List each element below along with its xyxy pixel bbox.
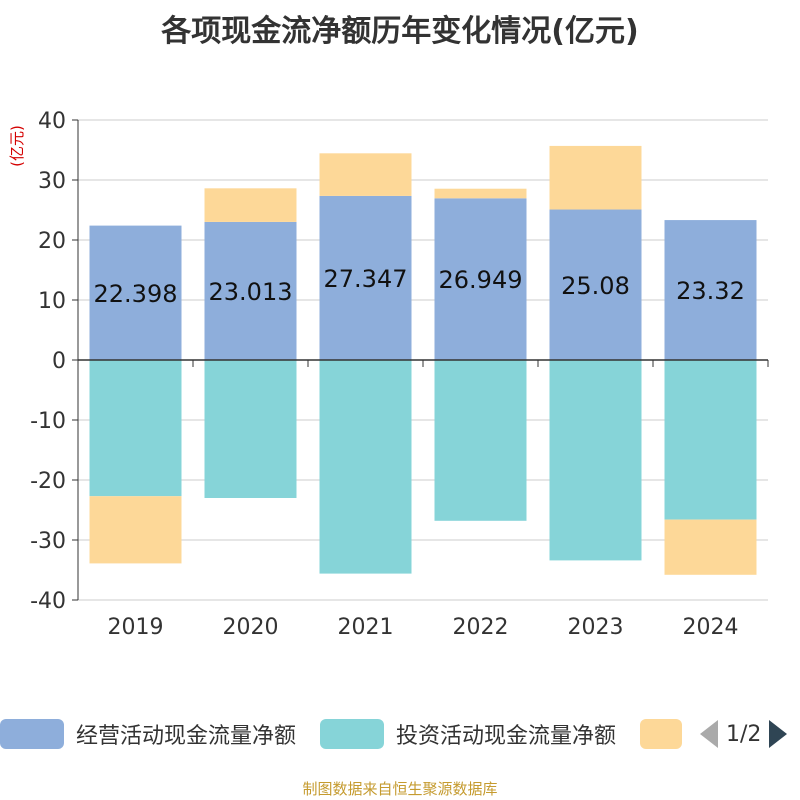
bar-2-2019[interactable] (89, 360, 182, 497)
x-tick-label: 2024 (683, 615, 739, 640)
data-label: 23.32 (676, 277, 745, 305)
x-tick-label: 2022 (453, 615, 509, 640)
bar-3-2024[interactable] (664, 519, 757, 575)
y-tick-label: 0 (52, 349, 66, 374)
x-tick-label: 2019 (108, 615, 164, 640)
bar-2-2022[interactable] (434, 360, 527, 521)
legend-item-third[interactable] (640, 716, 694, 752)
legend-item-operating[interactable]: 经营活动现金流量净额 (0, 716, 296, 752)
legend-label-operating: 经营活动现金流量净额 (76, 724, 297, 749)
data-label: 26.949 (439, 266, 523, 294)
y-tick-label: -40 (30, 589, 66, 614)
chart-title: 各项现金流净额历年变化情况(亿元) (161, 14, 639, 49)
bar-2-2020[interactable] (204, 360, 297, 498)
y-tick-label: -30 (30, 529, 66, 554)
bar-1-2022[interactable] (434, 198, 527, 360)
data-label: 23.013 (209, 278, 293, 306)
source-note: 制图数据来自恒生聚源数据库 (302, 780, 498, 798)
y-tick-label: -20 (30, 469, 66, 494)
data-label: 25.08 (561, 272, 630, 300)
bar-2-2021[interactable] (319, 360, 412, 574)
x-tick-label: 2020 (223, 615, 279, 640)
bar-1-2023[interactable] (549, 209, 642, 360)
bar-1-2021[interactable] (319, 195, 412, 360)
prev-page-icon[interactable] (700, 720, 718, 748)
legend-pager: 1/2 (700, 716, 788, 752)
legend-item-investing[interactable]: 投资活动现金流量净额 (320, 716, 616, 752)
bar-3-2022[interactable] (434, 188, 527, 199)
next-page-icon[interactable] (769, 720, 788, 748)
y-tick-label: 10 (38, 289, 66, 314)
y-tick-label: 40 (38, 109, 66, 134)
data-label: 27.347 (324, 265, 408, 293)
x-tick-label: 2023 (568, 615, 624, 640)
legend: 经营活动现金流量净额 投资活动现金流量净额 (0, 716, 800, 756)
legend-swatch-operating (0, 719, 64, 749)
y-axis-label: (亿元) (8, 125, 26, 167)
bar-1-2020[interactable] (204, 221, 297, 360)
legend-page-indicator: 1/2 (726, 721, 762, 747)
x-tick-label: 2021 (338, 615, 394, 640)
bar-3-2020[interactable] (204, 188, 297, 222)
bar-2-2023[interactable] (549, 360, 642, 561)
bar-3-2019[interactable] (89, 496, 182, 564)
y-tick-label: -10 (30, 409, 66, 434)
bar-3-2023[interactable] (549, 145, 642, 210)
bar-2-2024[interactable] (664, 360, 757, 520)
y-tick-label: 20 (38, 229, 66, 254)
bar-1-2024[interactable] (664, 220, 757, 360)
bar-3-2021[interactable] (319, 153, 412, 196)
legend-swatch-investing (320, 719, 384, 749)
y-tick-label: 30 (38, 169, 66, 194)
legend-swatch-third (640, 719, 682, 749)
legend-label-investing: 投资活动现金流量净额 (396, 724, 617, 749)
bar-1-2019[interactable] (89, 225, 182, 360)
bar-chart: 40 30 20 10 0 -10 -20 -30 -40 (亿元) 22.398 23.013 27.… (8, 109, 769, 640)
data-label: 22.398 (94, 280, 178, 308)
